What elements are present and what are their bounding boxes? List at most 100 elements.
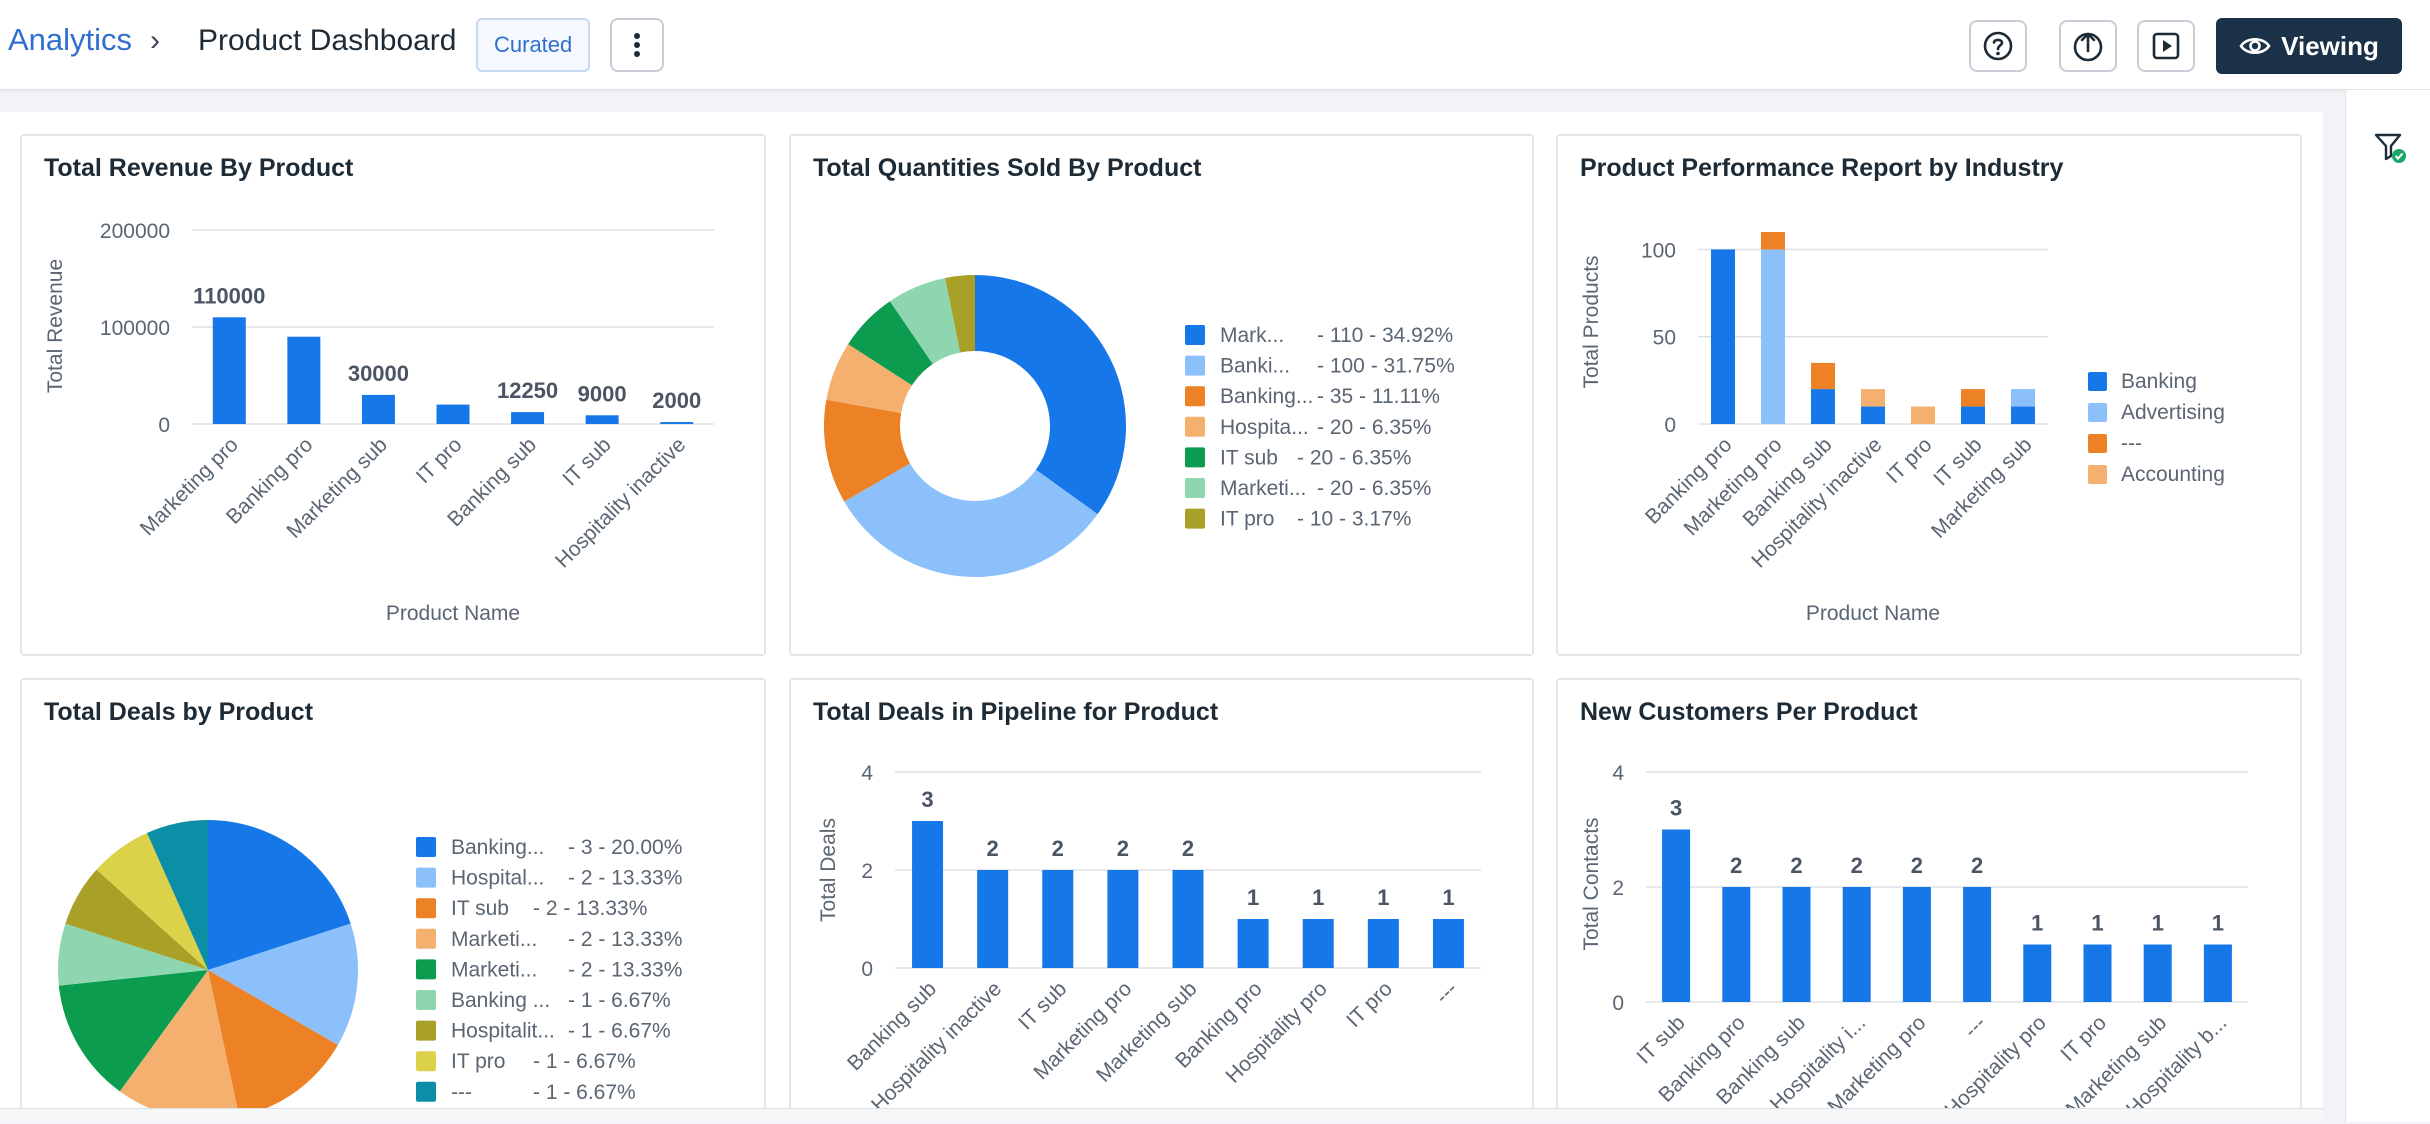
legend-value: - 3 - 20.00% <box>568 836 682 859</box>
legend-swatch <box>1185 325 1205 345</box>
legend-swatch <box>2088 434 2107 453</box>
legend-swatch <box>416 928 436 949</box>
breadcrumb-separator: › <box>150 24 160 57</box>
bar-segment <box>1711 249 1735 424</box>
card-quantities-sold: Total Quantities Sold By Product Mark...… <box>789 134 1534 656</box>
card-total-revenue: Total Revenue By Product 0 100000 200000 To… <box>20 134 766 656</box>
legend-swatch <box>416 1020 436 1041</box>
bar <box>1042 870 1074 968</box>
pie-slice <box>848 301 933 386</box>
card-performance-by-industry: Product Performance Report by Industry 0… <box>1556 134 2302 656</box>
x-tick-label: Hospitality pro <box>1940 1011 2050 1121</box>
pie-slice <box>58 923 208 986</box>
legend-value: - 2 - 13.33% <box>568 867 682 890</box>
present-icon <box>2152 32 2180 60</box>
bar-segment <box>1861 406 1885 424</box>
legend-value: - 1 - 6.67% <box>533 1081 636 1104</box>
y-tick-label: 100000 <box>100 317 170 340</box>
legend-label: IT sub <box>1220 446 1278 469</box>
legend-value: - 100 - 31.75% <box>1317 355 1455 378</box>
legend-swatch <box>1185 447 1205 468</box>
bottom-scrollbar[interactable] <box>0 1108 2323 1122</box>
bar <box>912 821 944 968</box>
data-label: 1 <box>1247 885 1259 910</box>
pie-slice <box>945 275 975 353</box>
data-label: 2000 <box>652 388 701 413</box>
legend-swatch <box>416 1081 436 1102</box>
x-tick-label: Hospitality inactive <box>867 977 1006 1116</box>
bar <box>1367 919 1399 968</box>
legend-swatch <box>416 959 436 980</box>
legend-value: - 2 - 13.33% <box>568 958 682 981</box>
x-tick-label: IT sub <box>1014 977 1071 1034</box>
bar <box>212 317 246 424</box>
bar <box>2203 944 2232 1002</box>
bar-segment <box>1761 232 1785 250</box>
page-title: Product Dashboard <box>198 24 457 57</box>
bar-segment <box>2011 389 2035 407</box>
legend-swatch <box>1185 508 1205 529</box>
pie-slice <box>208 923 358 1045</box>
legend-value: - 110 - 34.92% <box>1317 324 1453 347</box>
data-label: 3 <box>921 787 933 812</box>
legend-swatch <box>1185 416 1205 437</box>
bar <box>2083 944 2112 1002</box>
x-axis-label: Product Name <box>386 602 520 625</box>
bar <box>1107 870 1139 968</box>
pie-slice <box>889 277 961 365</box>
data-label: 2 <box>987 836 999 861</box>
bar-segment <box>2011 406 2035 424</box>
revenue-bar-chart: 0 100000 200000 Total Revenue Product Name 11… <box>44 220 714 625</box>
data-label: 1 <box>1312 885 1324 910</box>
y-tick-label: 2 <box>861 860 873 883</box>
pie-slice <box>119 970 240 1120</box>
data-label: 2 <box>1117 836 1129 861</box>
data-label: 1 <box>1377 885 1389 910</box>
bar-segment <box>1861 389 1885 407</box>
legend-swatch <box>416 867 436 888</box>
y-tick-label: 0 <box>1664 414 1676 437</box>
data-label: 2 <box>1911 853 1923 878</box>
y-axis-label: Total Revenue <box>44 259 67 393</box>
data-label: 12250 <box>497 378 558 403</box>
legend-value: - 20 - 6.35% <box>1297 446 1411 469</box>
legend-label: Banki... <box>1220 355 1290 378</box>
help-button[interactable] <box>1969 20 2027 72</box>
bar <box>287 336 321 424</box>
share-button[interactable] <box>2059 20 2117 72</box>
bar <box>2023 944 2052 1002</box>
y-tick-label: 100 <box>1641 239 1676 262</box>
breadcrumb-analytics-link[interactable]: Analytics <box>8 22 133 57</box>
pie-slice <box>826 344 912 413</box>
y-tick-label: 0 <box>1612 992 1624 1015</box>
data-label: 1 <box>2212 911 2224 936</box>
viewing-mode-button[interactable]: Viewing <box>2216 18 2402 74</box>
legend-label: Hospita... <box>1220 416 1309 439</box>
data-label: 1 <box>2031 911 2043 936</box>
pie-slice <box>844 463 1098 577</box>
bar <box>1842 887 1871 1002</box>
deals-pie-chart: Banking... - 3 - 20.00% Hospital... - 2 - 1… <box>58 820 682 1120</box>
y-tick-label: 50 <box>1653 327 1676 350</box>
legend-swatch <box>416 837 436 857</box>
pie-slice <box>58 970 208 1092</box>
pie-slice <box>146 820 208 970</box>
y-axis-label: Total Deals <box>817 818 840 922</box>
legend-label: Banking... <box>451 836 544 859</box>
legend-label: Marketi... <box>1220 477 1306 500</box>
bar <box>511 412 545 424</box>
legend-value: - 10 - 3.17% <box>1297 508 1411 531</box>
pie-slice <box>96 832 208 970</box>
bar-segment <box>1761 249 1785 424</box>
card-title: Total Revenue By Product <box>44 154 354 182</box>
filter-check-icon[interactable] <box>2373 130 2409 166</box>
pie-slice <box>975 275 1126 515</box>
quantities-donut-chart: Mark... - 110 - 34.92% Banki... - 100 - 31.… <box>824 275 1455 577</box>
x-tick-label: Marketing pro <box>136 433 243 540</box>
right-sidebar <box>2345 90 2430 1122</box>
data-label: 9000 <box>578 381 627 406</box>
more-options-button[interactable] <box>610 18 664 72</box>
present-button[interactable] <box>2137 20 2195 72</box>
